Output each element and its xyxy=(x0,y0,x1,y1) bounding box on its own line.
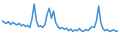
plot xyxy=(0,0,120,45)
chart xyxy=(0,0,120,45)
series-group xyxy=(2,4,118,31)
line xyxy=(2,4,118,31)
